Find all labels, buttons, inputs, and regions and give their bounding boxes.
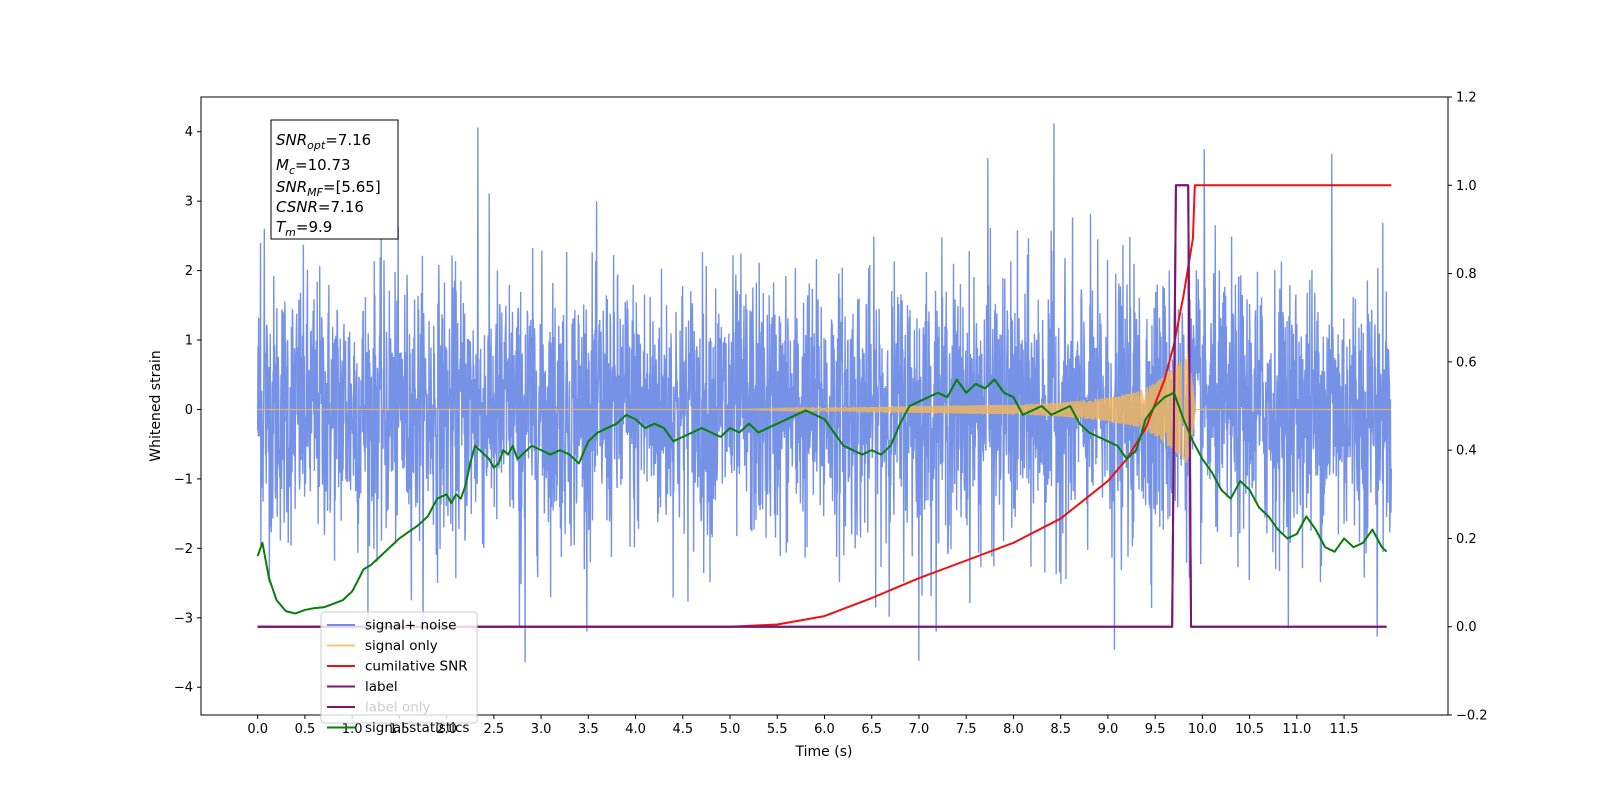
y-right-tick-label: 0.4 [1456, 444, 1477, 459]
y-tick-label: 1 [185, 334, 193, 349]
x-tick-label: 6.5 [861, 722, 882, 737]
info-box-line: Mc=10.73 [276, 156, 351, 177]
y-right-tick-label: 0.8 [1456, 267, 1477, 282]
info-box-line: CSNR=7.16 [276, 198, 364, 216]
y-axis-right: −0.2 0.0 0.2 0.4 0.6 0.8 1.0 1.2 [1448, 91, 1488, 724]
x-tick-label: 7.5 [956, 722, 977, 737]
legend: signal+ noise signal only cumilative SNR la… [320, 611, 478, 736]
x-tick-label: 9.5 [1145, 722, 1166, 737]
x-tick-label: 2.0 [436, 722, 457, 737]
info-subscript: MF [307, 186, 323, 199]
series-signal-only-line [257, 354, 1392, 463]
y-tick-label: 3 [185, 195, 193, 210]
x-tick-label: 10.5 [1235, 722, 1264, 737]
legend-label: signal statistics [365, 720, 469, 736]
y-tick-label: 2 [185, 264, 193, 279]
x-tick-label: 4.5 [672, 722, 693, 737]
x-tick-label: 3.5 [578, 722, 599, 737]
info-box: SNRopt=7.16Mc=10.73SNRMF=[5.65]CSNR=7.16… [270, 119, 399, 240]
x-tick-label: 8.5 [1050, 722, 1071, 737]
x-tick-label: 10.0 [1188, 722, 1217, 737]
info-box-line: Tm=9.9 [276, 218, 332, 239]
y-right-tick-label: 1.0 [1456, 179, 1477, 194]
legend-label: label only [365, 700, 431, 716]
x-tick-label: 6.0 [814, 722, 835, 737]
y-axis-left: −4 −3 −2 −1 0 1 2 3 4 [174, 125, 201, 696]
info-value: =[5.65] [323, 178, 381, 196]
x-tick-label: 3.0 [531, 722, 552, 737]
x-tick-label: 1.0 [342, 722, 363, 737]
x-tick-label: 0.0 [247, 722, 268, 737]
legend-label: cumilative SNR [365, 659, 468, 675]
x-tick-label: 1.5 [389, 722, 410, 737]
info-box-line: SNRopt=7.16 [276, 131, 371, 152]
info-value: =9.9 [296, 218, 332, 236]
legend-label: signal only [365, 638, 438, 654]
legend-label: signal+ noise [365, 618, 456, 634]
y-tick-label: −2 [174, 542, 193, 557]
y-right-tick-label: 1.2 [1456, 91, 1477, 106]
info-subscript: opt [307, 139, 326, 152]
y-axis-label: Whitened strain [148, 350, 164, 461]
info-value: =7.16 [325, 131, 371, 149]
y-tick-label: −4 [174, 681, 193, 696]
y-right-tick-label: 0.0 [1456, 620, 1477, 635]
info-value: =7.16 [318, 198, 364, 216]
x-tick-label: 5.5 [767, 722, 788, 737]
info-box-line: SNRMF=[5.65] [276, 178, 381, 199]
plot-area [256, 123, 1393, 663]
info-symbol: T [276, 218, 287, 236]
x-tick-label: 11.0 [1282, 722, 1311, 737]
series-signal-noise-line [256, 123, 1393, 663]
info-symbol: SNR [276, 178, 307, 196]
y-right-tick-label: 0.6 [1456, 355, 1477, 370]
info-box-frame [270, 119, 399, 240]
x-axis: 0.0 0.5 1.0 1.5 2.0 2.5 3.0 3.5 4.0 4.5 5.0 5.5 6.0 6… [247, 715, 1359, 737]
x-tick-label: 4.0 [625, 722, 646, 737]
x-tick-label: 0.5 [295, 722, 316, 737]
series-cumulative-snr-line [257, 184, 1392, 628]
y-tick-label: 4 [185, 125, 193, 140]
y-tick-label: 0 [185, 403, 193, 418]
x-tick-label: 5.0 [720, 722, 741, 737]
x-tick-label: 8.0 [1003, 722, 1024, 737]
x-tick-label: 9.0 [1098, 722, 1119, 737]
info-symbol: M [276, 156, 289, 174]
info-subscript: m [285, 226, 296, 239]
info-symbol: CSNR [276, 198, 318, 216]
legend-frame [320, 611, 478, 724]
x-tick-label: 2.5 [484, 722, 505, 737]
info-symbol: SNR [276, 131, 307, 149]
series-signal-statistics-line [256, 378, 1388, 615]
y-tick-label: −1 [174, 472, 193, 487]
x-tick-label: 11.5 [1330, 722, 1359, 737]
y-right-tick-label: −0.2 [1456, 709, 1488, 724]
x-tick-label: 7.0 [909, 722, 930, 737]
y-tick-label: −3 [174, 611, 193, 626]
info-value: =10.73 [295, 156, 351, 174]
legend-label: label [365, 679, 398, 695]
info-subscript: c [289, 164, 295, 177]
x-axis-label: Time (s) [795, 744, 853, 760]
series-label-line [257, 184, 1387, 628]
y-right-tick-label: 0.2 [1456, 532, 1477, 547]
